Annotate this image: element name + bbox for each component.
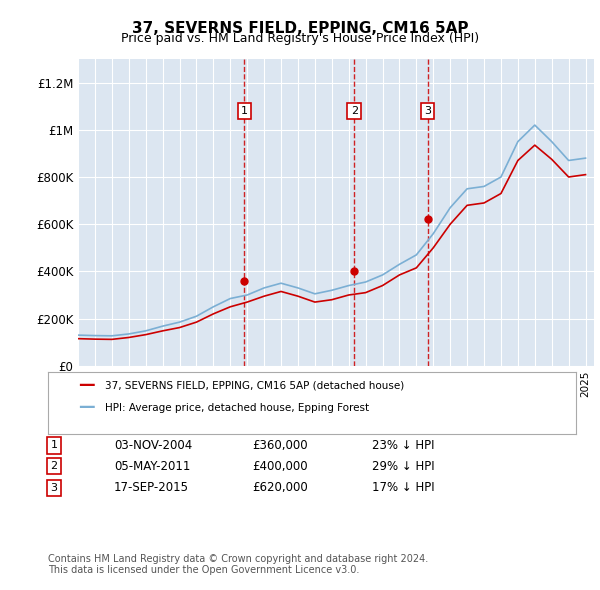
- Text: 2: 2: [50, 461, 58, 471]
- Text: 03-NOV-2004: 03-NOV-2004: [114, 439, 192, 452]
- Text: —: —: [78, 376, 95, 394]
- Text: —: —: [78, 398, 95, 416]
- Text: Contains HM Land Registry data © Crown copyright and database right 2024.
This d: Contains HM Land Registry data © Crown c…: [48, 553, 428, 575]
- Text: 2: 2: [351, 106, 358, 116]
- Text: 37, SEVERNS FIELD, EPPING, CM16 5AP (detached house): 37, SEVERNS FIELD, EPPING, CM16 5AP (det…: [105, 381, 404, 390]
- Text: 3: 3: [50, 483, 58, 493]
- Text: 17% ↓ HPI: 17% ↓ HPI: [372, 481, 434, 494]
- Text: 23% ↓ HPI: 23% ↓ HPI: [372, 439, 434, 452]
- Text: 1: 1: [50, 441, 58, 450]
- Text: £620,000: £620,000: [252, 481, 308, 494]
- Text: 1: 1: [241, 106, 248, 116]
- Text: 29% ↓ HPI: 29% ↓ HPI: [372, 460, 434, 473]
- Text: Price paid vs. HM Land Registry's House Price Index (HPI): Price paid vs. HM Land Registry's House …: [121, 32, 479, 45]
- Text: £360,000: £360,000: [252, 439, 308, 452]
- Text: 05-MAY-2011: 05-MAY-2011: [114, 460, 190, 473]
- Text: HPI: Average price, detached house, Epping Forest: HPI: Average price, detached house, Eppi…: [105, 403, 369, 412]
- Text: 17-SEP-2015: 17-SEP-2015: [114, 481, 189, 494]
- Text: 37, SEVERNS FIELD, EPPING, CM16 5AP: 37, SEVERNS FIELD, EPPING, CM16 5AP: [132, 21, 468, 35]
- Text: £400,000: £400,000: [252, 460, 308, 473]
- Text: 3: 3: [424, 106, 431, 116]
